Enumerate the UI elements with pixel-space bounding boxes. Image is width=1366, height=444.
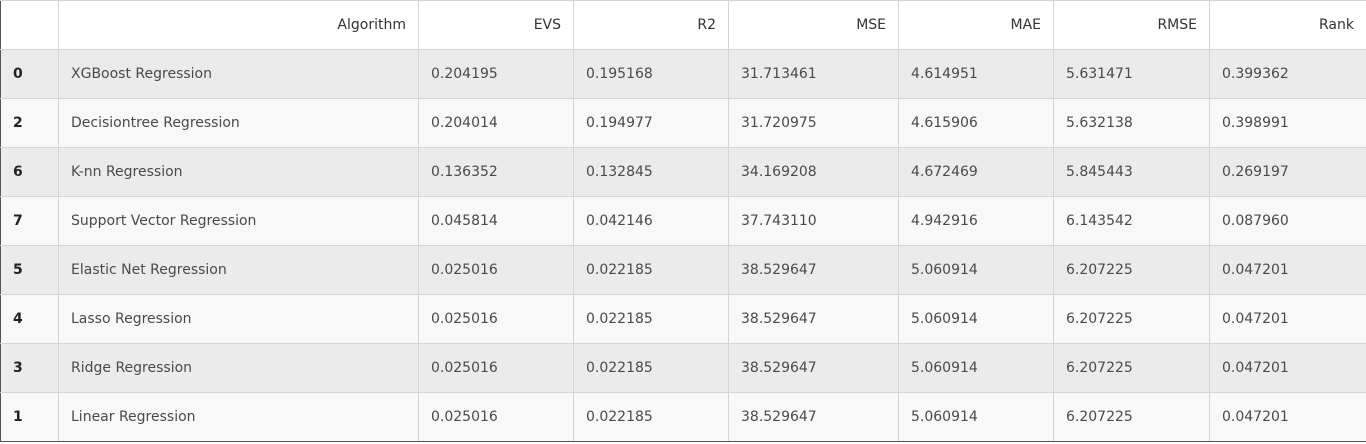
column-header-rank: Rank [1209, 0, 1366, 50]
cell-rmse: 6.207225 [1053, 343, 1210, 393]
table-row: 6 K-nn Regression 0.136352 0.132845 34.1… [0, 147, 1366, 197]
table-row: 3 Ridge Regression 0.025016 0.022185 38.… [0, 343, 1366, 393]
table-row: 5 Elastic Net Regression 0.025016 0.0221… [0, 245, 1366, 295]
row-index: 3 [0, 343, 59, 393]
cell-rank: 0.047201 [1209, 245, 1366, 295]
cell-rank: 0.047201 [1209, 294, 1366, 344]
cell-evs: 0.045814 [418, 196, 574, 246]
cell-algorithm: Support Vector Regression [58, 196, 419, 246]
row-index: 6 [0, 147, 59, 197]
cell-mae: 4.615906 [898, 98, 1054, 148]
cell-evs: 0.204195 [418, 49, 574, 99]
table-row: 7 Support Vector Regression 0.045814 0.0… [0, 196, 1366, 246]
cell-mae: 5.060914 [898, 343, 1054, 393]
cell-r2: 0.195168 [573, 49, 729, 99]
column-header-r2: R2 [573, 0, 729, 50]
cell-rank: 0.087960 [1209, 196, 1366, 246]
cell-evs: 0.025016 [418, 294, 574, 344]
column-header-algorithm: Algorithm [58, 0, 419, 50]
cell-r2: 0.022185 [573, 294, 729, 344]
row-index: 2 [0, 98, 59, 148]
cell-algorithm: XGBoost Regression [58, 49, 419, 99]
cell-r2: 0.022185 [573, 245, 729, 295]
column-header-rmse: RMSE [1053, 0, 1210, 50]
cell-algorithm: Decisiontree Regression [58, 98, 419, 148]
cell-rank: 0.398991 [1209, 98, 1366, 148]
cell-algorithm: Ridge Regression [58, 343, 419, 393]
row-index: 4 [0, 294, 59, 344]
cell-evs: 0.136352 [418, 147, 574, 197]
cell-rmse: 6.207225 [1053, 245, 1210, 295]
table-row: 2 Decisiontree Regression 0.204014 0.194… [0, 98, 1366, 148]
cell-rmse: 5.845443 [1053, 147, 1210, 197]
cell-mse: 38.529647 [728, 245, 899, 295]
cell-rank: 0.399362 [1209, 49, 1366, 99]
cell-r2: 0.022185 [573, 392, 729, 442]
cell-rmse: 5.632138 [1053, 98, 1210, 148]
cell-r2: 0.194977 [573, 98, 729, 148]
cell-rmse: 6.143542 [1053, 196, 1210, 246]
cell-mae: 5.060914 [898, 392, 1054, 442]
table-header: Algorithm EVS R2 MSE MAE RMSE Rank [0, 0, 1366, 50]
cell-mse: 38.529647 [728, 343, 899, 393]
header-row: Algorithm EVS R2 MSE MAE RMSE Rank [0, 0, 1366, 50]
cell-evs: 0.204014 [418, 98, 574, 148]
cell-mae: 4.672469 [898, 147, 1054, 197]
cell-mse: 38.529647 [728, 392, 899, 442]
cell-algorithm: Elastic Net Regression [58, 245, 419, 295]
cell-r2: 0.132845 [573, 147, 729, 197]
row-index: 1 [0, 392, 59, 442]
cell-algorithm: Lasso Regression [58, 294, 419, 344]
cell-mse: 37.743110 [728, 196, 899, 246]
table-row: 1 Linear Regression 0.025016 0.022185 38… [0, 392, 1366, 442]
row-index: 5 [0, 245, 59, 295]
cell-evs: 0.025016 [418, 392, 574, 442]
cell-rank: 0.269197 [1209, 147, 1366, 197]
cell-rank: 0.047201 [1209, 392, 1366, 442]
cell-mae: 5.060914 [898, 294, 1054, 344]
cell-mse: 34.169208 [728, 147, 899, 197]
row-index: 0 [0, 49, 59, 99]
cell-evs: 0.025016 [418, 343, 574, 393]
cell-r2: 0.022185 [573, 343, 729, 393]
cell-mae: 4.614951 [898, 49, 1054, 99]
row-index: 7 [0, 196, 59, 246]
cell-mse: 31.713461 [728, 49, 899, 99]
cell-rank: 0.047201 [1209, 343, 1366, 393]
table-row: 4 Lasso Regression 0.025016 0.022185 38.… [0, 294, 1366, 344]
cell-mae: 5.060914 [898, 245, 1054, 295]
cell-r2: 0.042146 [573, 196, 729, 246]
column-header-mae: MAE [898, 0, 1054, 50]
column-header-evs: EVS [418, 0, 574, 50]
table-row: 0 XGBoost Regression 0.204195 0.195168 3… [0, 49, 1366, 99]
cell-mse: 31.720975 [728, 98, 899, 148]
column-header-index [0, 0, 59, 50]
cell-rmse: 6.207225 [1053, 392, 1210, 442]
cell-algorithm: K-nn Regression [58, 147, 419, 197]
cell-algorithm: Linear Regression [58, 392, 419, 442]
cell-rmse: 6.207225 [1053, 294, 1210, 344]
cell-mse: 38.529647 [728, 294, 899, 344]
cell-rmse: 5.631471 [1053, 49, 1210, 99]
column-header-mse: MSE [728, 0, 899, 50]
cell-mae: 4.942916 [898, 196, 1054, 246]
table-body: 0 XGBoost Regression 0.204195 0.195168 3… [0, 49, 1366, 442]
cell-evs: 0.025016 [418, 245, 574, 295]
